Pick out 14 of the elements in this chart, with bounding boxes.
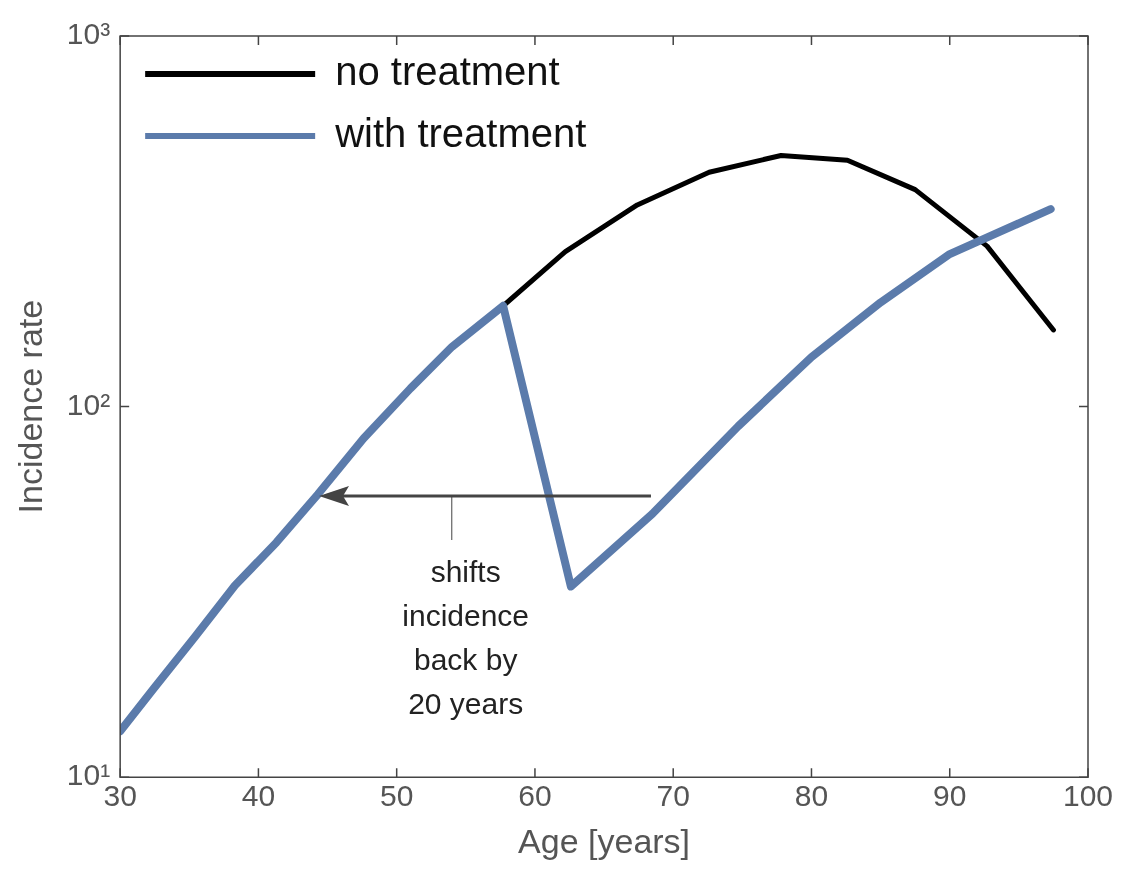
x-tick-label: 60 [518,779,552,813]
x-tick-label: 80 [794,779,829,813]
x-tick-label: 90 [933,779,967,813]
x-tick-label: 100 [1062,779,1114,813]
x-tick-label: 40 [241,779,276,813]
annotation: shifts incidence back by 20 years [402,555,530,721]
x-tick-label: 50 [380,779,414,813]
y-tick-label: 10³ [66,17,111,51]
x-axis-title: Age [years] [518,821,691,860]
y-axis-title: Incidence rate [10,299,49,514]
legend-label: with treatment [334,111,587,156]
y-tick-label: 10² [66,387,111,421]
x-tick-label: 70 [656,779,690,813]
legend-label: no treatment [335,49,560,94]
